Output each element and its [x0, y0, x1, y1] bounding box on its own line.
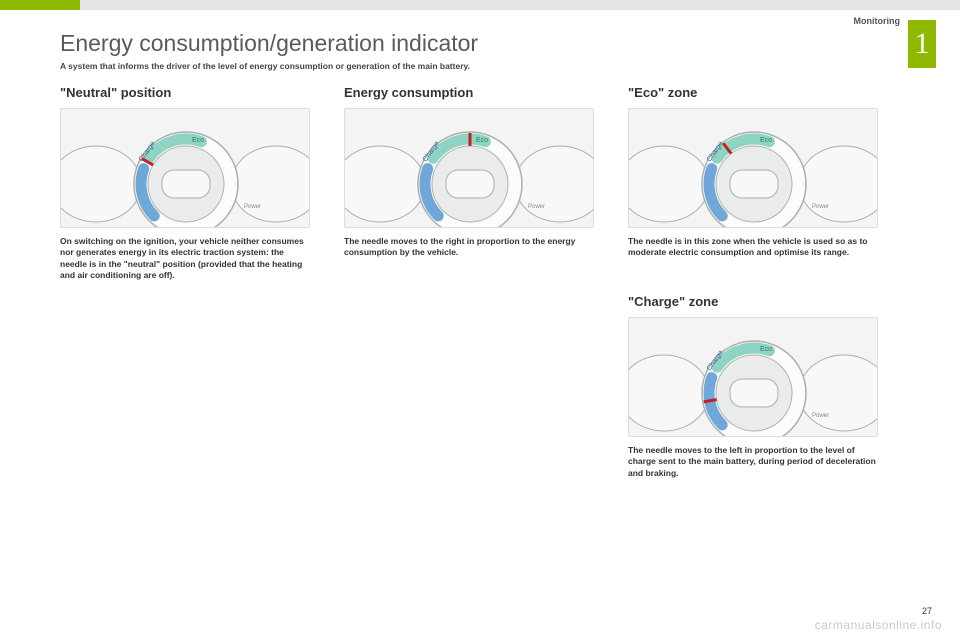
page-number: 27 [922, 606, 932, 616]
top-bar [0, 0, 960, 10]
gauge-neutral: ChargeEcoPower [60, 108, 310, 228]
gauge-svg: ChargeEcoPower [61, 109, 310, 228]
gauge-svg: ChargeEcoPower [629, 109, 878, 228]
page-title: Energy consumption/generation indicator [60, 30, 890, 57]
section-charge: "Charge" zone ChargeEcoPower The needle … [628, 294, 890, 479]
section-caption: The needle moves to the left in proporti… [628, 445, 878, 479]
gauge-charge: ChargeEcoPower [628, 317, 878, 437]
gauge-consumption: ChargeEcoPower [344, 108, 594, 228]
svg-text:Power: Power [812, 204, 829, 210]
page-subtitle: A system that informs the driver of the … [60, 61, 890, 71]
svg-text:Eco: Eco [476, 137, 488, 144]
section-caption: On switching on the ignition, your vehic… [60, 236, 310, 282]
section-eco: "Eco" zone ChargeEcoPower The needle is … [628, 85, 890, 282]
gauge-eco: ChargeEcoPower [628, 108, 878, 228]
top-bar-fill [80, 0, 960, 10]
svg-text:Power: Power [528, 204, 545, 210]
section-heading: "Charge" zone [628, 294, 890, 309]
category-label: Monitoring [854, 16, 901, 26]
section-heading: Energy consumption [344, 85, 606, 100]
svg-text:Eco: Eco [760, 137, 772, 144]
page-content: Energy consumption/generation indicator … [60, 30, 890, 479]
watermark: carmanualsonline.info [815, 618, 942, 632]
content-grid: "Neutral" position ChargeEcoPower On swi… [60, 85, 890, 479]
gauge-svg: ChargeEcoPower [345, 109, 594, 228]
svg-text:Eco: Eco [760, 346, 772, 353]
svg-text:Power: Power [812, 413, 829, 419]
section-neutral: "Neutral" position ChargeEcoPower On swi… [60, 85, 322, 282]
gauge-svg: ChargeEcoPower [629, 318, 878, 437]
svg-text:Eco: Eco [192, 137, 204, 144]
section-badge: 1 [908, 20, 936, 68]
section-heading: "Neutral" position [60, 85, 322, 100]
section-consumption: Energy consumption ChargeEcoPower The ne… [344, 85, 606, 282]
section-heading: "Eco" zone [628, 85, 890, 100]
top-bar-accent [0, 0, 80, 10]
section-caption: The needle moves to the right in proport… [344, 236, 594, 259]
svg-text:Power: Power [244, 204, 261, 210]
section-caption: The needle is in this zone when the vehi… [628, 236, 878, 259]
